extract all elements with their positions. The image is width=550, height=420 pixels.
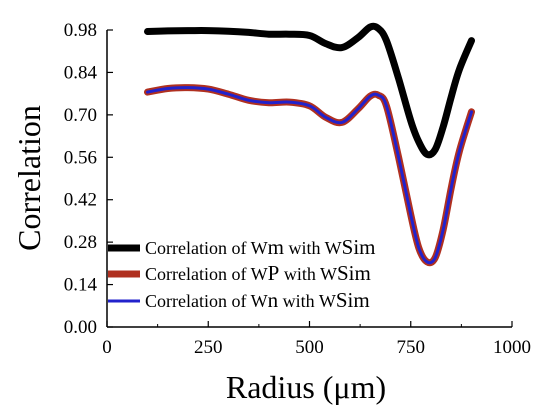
x-tick-label: 1000	[493, 337, 531, 358]
y-tick-label: 0.00	[64, 317, 97, 338]
ticks: 0.00 0.14 0.28 0.42 0.56 0.70 0.84 0.98 0 250 500 7…	[64, 20, 531, 358]
y-axis-title: Correlation	[11, 105, 47, 251]
series-line-3	[146, 86, 473, 265]
series-line-1	[144, 22, 475, 159]
y-tick-label: 0.14	[64, 275, 98, 296]
y-tick-label: 0.56	[64, 147, 97, 168]
x-tick-label: 250	[194, 337, 223, 358]
legend-label-1: Correlation of Wm with WSim	[145, 235, 376, 259]
x-tick-label: 0	[102, 337, 112, 358]
y-tick-label: 0.70	[64, 105, 97, 126]
x-tick-label: 750	[397, 337, 426, 358]
y-tick-label: 0.98	[64, 20, 97, 41]
plot-lines	[144, 22, 475, 267]
x-axis-title: Radius (μm)	[226, 369, 386, 405]
y-tick-label: 0.84	[64, 62, 98, 83]
y-tick-label: 0.42	[64, 190, 97, 211]
y-tick-label: 0.28	[64, 232, 97, 253]
x-tick-label: 500	[295, 337, 324, 358]
legend-label-2: Correlation of WP with WSim	[145, 261, 371, 285]
series-line-2	[144, 84, 475, 267]
legend-label-3: Correlation of Wn with WSim	[145, 288, 370, 312]
